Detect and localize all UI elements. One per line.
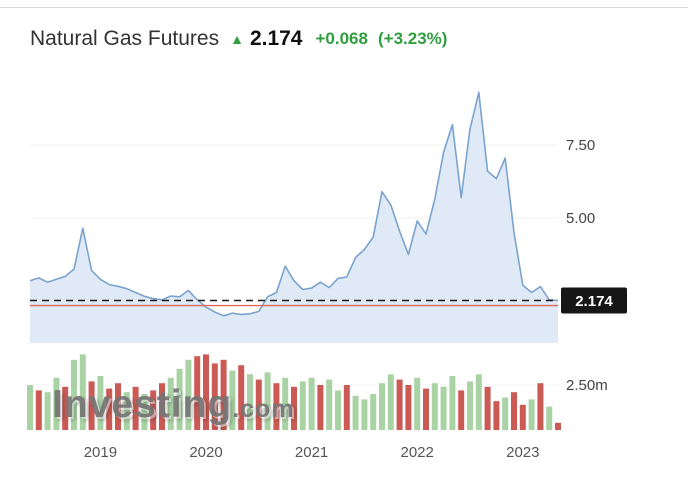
volume-bar [352, 395, 359, 430]
volume-bar [493, 401, 500, 430]
volume-bar [264, 372, 271, 430]
y-axis-label: 5.00 [566, 210, 595, 227]
volume-bar [53, 377, 60, 430]
last-price-tag-value: 2.174 [575, 293, 613, 310]
chart-header: Natural Gas Futures ▲ 2.174 +0.068 (+3.2… [30, 27, 457, 51]
volume-bar [484, 386, 491, 430]
volume-bar [370, 394, 377, 430]
volume-bar [317, 385, 324, 430]
volume-bar [159, 383, 165, 430]
volume-bar [132, 386, 139, 430]
volume-bar [203, 354, 209, 430]
volume-bar [123, 392, 130, 430]
x-axis-label: 2022 [401, 444, 434, 461]
volume-bar [555, 422, 561, 430]
x-axis-label: 2023 [506, 444, 539, 461]
volume-bar [528, 399, 535, 430]
volume-bar [255, 379, 262, 430]
volume-bar [387, 374, 394, 430]
volume-bar [211, 363, 218, 430]
volume-axis-label: 2.50m [566, 377, 608, 394]
volume-bar [546, 406, 553, 430]
volume-bar [326, 379, 333, 430]
volume-bar [273, 383, 280, 430]
volume-bar [396, 379, 403, 430]
volume-bar [35, 390, 42, 430]
volume-bar [405, 385, 412, 430]
volume-bar [502, 397, 509, 430]
watermark-domain: .com [232, 395, 295, 423]
last-price-tag [561, 287, 627, 314]
volume-bar [308, 377, 315, 430]
volume-bar [519, 404, 526, 430]
volume-bar [291, 386, 297, 430]
volume-bar [467, 381, 473, 430]
price-change-percent: (+3.23%) [377, 29, 448, 48]
volume-bar [238, 365, 245, 430]
volume-bar [106, 388, 113, 430]
volume-bar [79, 354, 86, 430]
volume-bar [299, 381, 306, 430]
y-axis-label: 7.50 [566, 137, 595, 154]
volume-bar [141, 394, 148, 430]
top-divider [0, 7, 688, 8]
volume-bar [167, 377, 174, 430]
price-change: +0.068 [315, 29, 368, 48]
x-axis-label: 2020 [189, 444, 222, 461]
volume-bar [247, 374, 253, 430]
up-arrow-icon: ▲ [230, 30, 244, 47]
volume-bar [194, 356, 201, 430]
volume-bar [449, 376, 456, 430]
x-axis-label: 2019 [84, 444, 117, 461]
volume-bar [176, 368, 183, 430]
volume-bar [343, 385, 350, 430]
volume-bar [185, 359, 192, 430]
price-line [29, 91, 559, 317]
volume-bar [475, 374, 482, 430]
volume-bar [150, 390, 157, 430]
volume-bar [431, 383, 438, 430]
volume-bar [458, 390, 465, 430]
volume-bar [27, 385, 33, 430]
volume-bar [229, 370, 236, 430]
volume-bar [511, 392, 517, 430]
watermark-brand: Investing [52, 383, 233, 426]
volume-bar [71, 359, 77, 430]
volume-bar [282, 377, 289, 430]
volume-bar [97, 376, 104, 430]
volume-bar [115, 383, 121, 430]
volume-bar [537, 383, 544, 430]
instrument-title: Natural Gas Futures [30, 27, 220, 50]
price-area [30, 92, 558, 344]
volume-bar [44, 392, 51, 430]
volume-bar [335, 390, 341, 430]
last-price: 2.174 [249, 27, 303, 50]
volume-bar [220, 359, 227, 430]
volume-bar [414, 377, 421, 430]
investing-watermark: Investing.com [52, 383, 295, 431]
volume-bar [62, 386, 69, 430]
volume-bar [88, 381, 95, 430]
x-axis-label: 2021 [295, 444, 328, 461]
volume-bar [379, 383, 385, 430]
volume-bar [440, 386, 447, 430]
volume-bar [423, 388, 429, 430]
volume-bar [361, 399, 368, 430]
